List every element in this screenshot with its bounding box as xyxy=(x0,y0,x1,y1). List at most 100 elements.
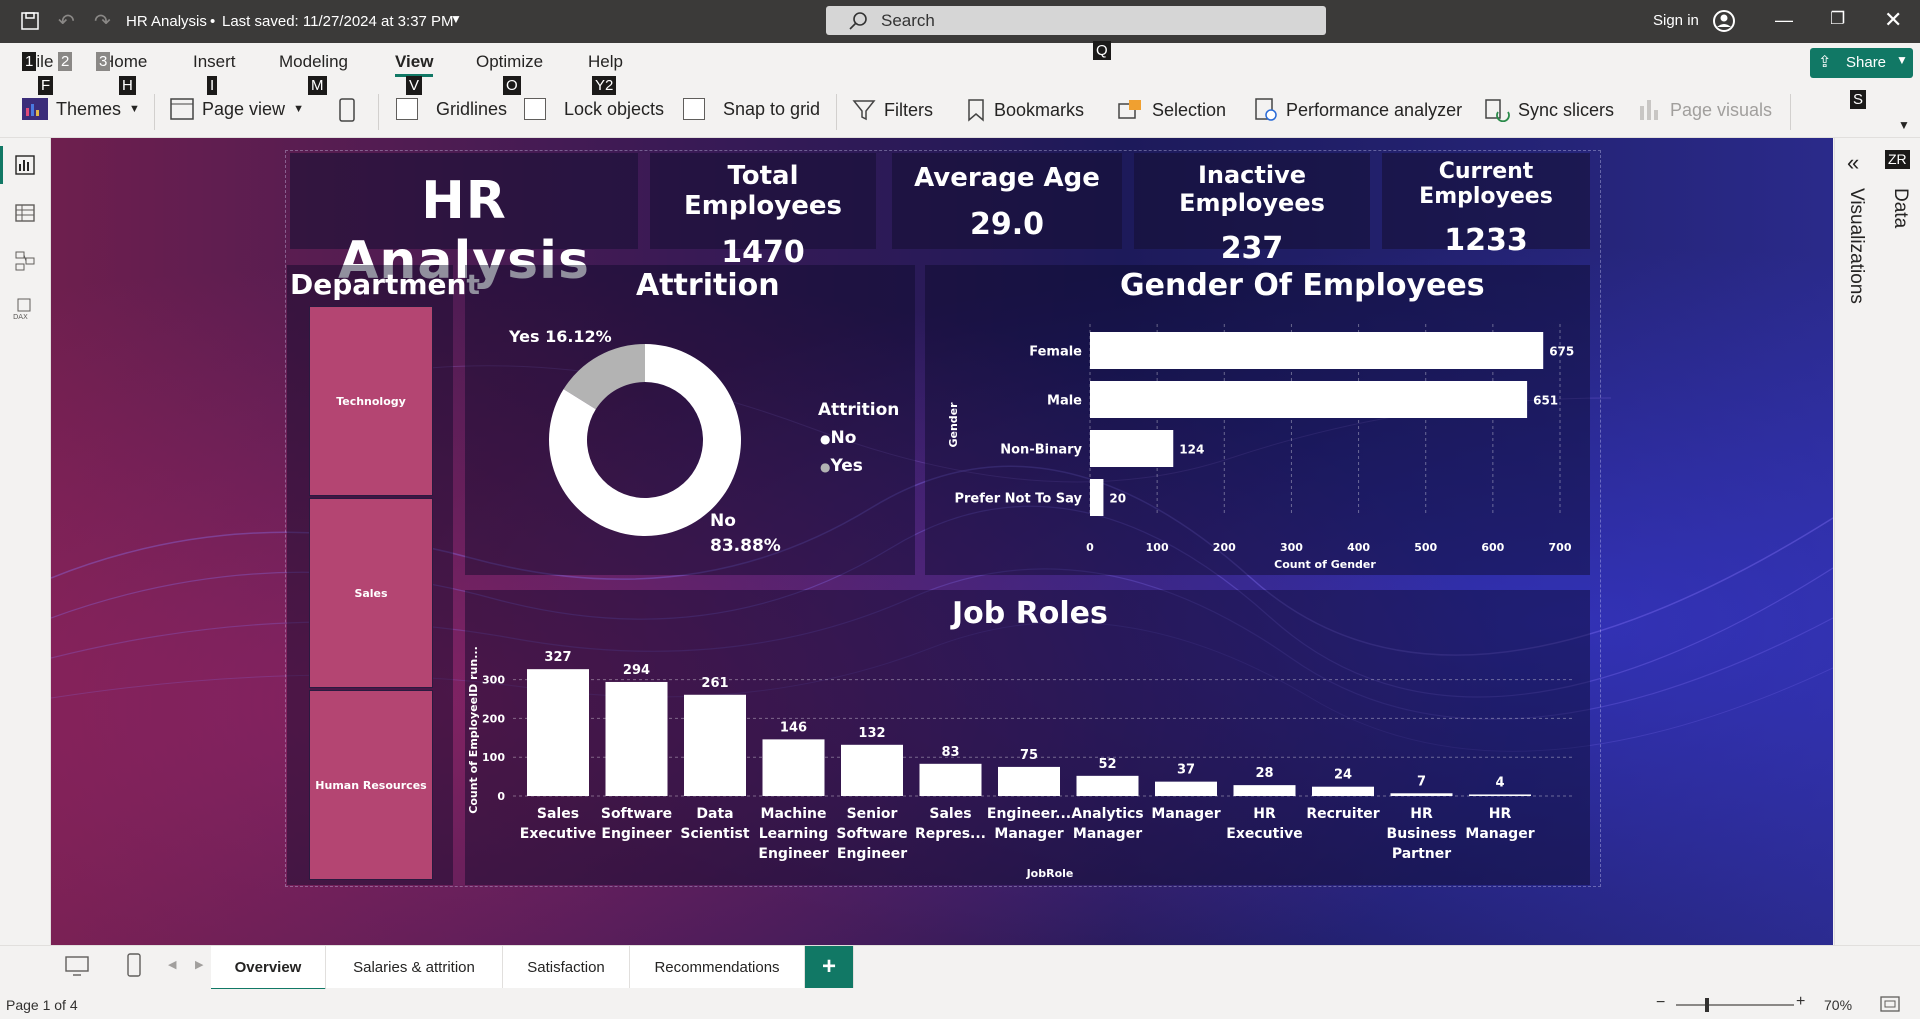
legend-label: Yes xyxy=(830,456,863,476)
category-label: Manager xyxy=(994,826,1063,842)
fit-to-page-icon[interactable] xyxy=(1880,995,1900,1013)
share-label: Share xyxy=(1846,54,1887,71)
mobile-layout-icon[interactable] xyxy=(126,953,142,979)
legend-item-no[interactable]: ●No xyxy=(820,428,856,448)
minimize-icon[interactable]: — xyxy=(1775,10,1793,30)
report-view-icon[interactable] xyxy=(14,154,36,176)
desktop-layout-icon[interactable] xyxy=(64,955,90,977)
ribbon-separator xyxy=(1790,94,1791,130)
kpi-card[interactable]: Total Employees 1470 xyxy=(650,153,876,270)
category-label: Sales xyxy=(537,806,579,822)
sync-slicers-label: Sync slicers xyxy=(1518,99,1615,120)
lock-objects-check[interactable] xyxy=(524,98,546,120)
search-box[interactable]: Search xyxy=(826,6,1326,35)
mobile-layout-button[interactable] xyxy=(338,98,356,122)
restore-icon[interactable]: ❐ xyxy=(1830,9,1846,28)
ribbon-collapse-icon[interactable]: ▼ xyxy=(1898,118,1910,132)
performance-analyzer-button[interactable]: Performance analyzer xyxy=(1254,98,1462,122)
category-label: Analytics xyxy=(1071,806,1143,822)
bar-job-role xyxy=(762,739,825,796)
chevron-down-icon[interactable]: ▼ xyxy=(450,12,462,26)
report-title-card: HR Analysis xyxy=(290,153,638,291)
page-tab-recommendations[interactable]: Recommendations xyxy=(630,946,805,988)
bar-job-role xyxy=(919,763,982,796)
zoom-slider-thumb[interactable] xyxy=(1705,998,1709,1012)
attrition-no-label: No xyxy=(710,511,736,531)
category-label: Female xyxy=(1029,345,1082,360)
zoom-slider-track[interactable] xyxy=(1676,1004,1794,1006)
attrition-title: Attrition xyxy=(636,268,780,303)
page-tab-salaries-attrition[interactable]: Salaries & attrition xyxy=(326,946,503,988)
tab-modeling[interactable]: Modeling xyxy=(279,52,348,71)
prev-page-icon[interactable]: ◀ xyxy=(168,959,177,971)
performance-analyzer-label: Performance analyzer xyxy=(1286,99,1463,120)
tab-home[interactable]: Home xyxy=(102,52,148,71)
tab-help[interactable]: Help xyxy=(588,52,623,71)
kpi-card[interactable]: Average Age 29.0 xyxy=(892,153,1122,249)
lock-objects-checkbox[interactable]: Lock objects xyxy=(524,98,664,120)
attrition-donut-chart[interactable] xyxy=(545,340,745,540)
department-sales[interactable]: Sales xyxy=(309,498,433,688)
keytip-o: O xyxy=(503,76,521,95)
next-page-icon[interactable]: ▶ xyxy=(195,959,204,971)
selection-button[interactable]: Selection xyxy=(1118,98,1226,122)
redo-icon[interactable]: ↷ xyxy=(94,11,111,33)
zoom-out-icon[interactable]: − xyxy=(1656,994,1666,1011)
data-label: 261 xyxy=(701,676,728,691)
data-label: 4 xyxy=(1495,775,1504,790)
tab-view[interactable]: View xyxy=(395,52,434,77)
table-view-icon[interactable] xyxy=(14,202,36,224)
bookmarks-button[interactable]: Bookmarks xyxy=(966,98,1084,122)
department-human-resources[interactable]: Human Resources xyxy=(309,690,433,880)
bar-job-role xyxy=(841,744,903,796)
data-label: 24 xyxy=(1334,768,1352,783)
add-page-button[interactable]: + xyxy=(805,946,854,988)
chevron-down-icon: ▼ xyxy=(129,103,140,115)
visualizations-pane-tab[interactable]: Visualizations xyxy=(1846,188,1867,304)
department-technology[interactable]: Technology xyxy=(309,306,433,496)
dax-query-view-icon[interactable]: DAX xyxy=(12,298,38,320)
share-button[interactable]: ⇪ Share ▼ xyxy=(1810,48,1913,78)
tab-optimize[interactable]: Optimize xyxy=(476,52,544,71)
x-tick-label: 100 xyxy=(1146,541,1169,554)
expand-panes-icon[interactable]: « xyxy=(1847,150,1860,175)
user-avatar-icon[interactable] xyxy=(1712,9,1736,33)
zoom-level: 70% xyxy=(1824,997,1853,1013)
tab-insert[interactable]: Insert xyxy=(193,52,236,71)
selection-icon xyxy=(1118,100,1141,119)
page-visuals-button[interactable]: Page visuals xyxy=(1638,98,1772,122)
data-label: 132 xyxy=(858,726,885,741)
kpi-value: 237 xyxy=(1220,231,1284,266)
model-view-icon[interactable] xyxy=(14,250,36,272)
gridlines-check[interactable] xyxy=(396,98,418,120)
themes-button[interactable]: Themes ▼ xyxy=(22,98,140,120)
page-tab-overview[interactable]: Overview xyxy=(211,946,326,991)
job-roles-bar-chart[interactable]: 0 100 200 300 327 Sales Executive 294 Software En… xyxy=(465,640,1590,890)
data-pane-tab[interactable]: Data xyxy=(1890,188,1911,229)
sync-slicers-button[interactable]: Sync slicers xyxy=(1484,98,1614,122)
x-tick-label: 600 xyxy=(1481,541,1504,554)
kpi-card[interactable]: Current Employees 1233 xyxy=(1382,153,1590,258)
snap-to-grid-checkbox[interactable]: Snap to grid xyxy=(683,98,820,120)
keytip-f: F xyxy=(38,76,54,95)
category-label: Engineer... xyxy=(987,806,1071,822)
x-tick-label: 700 xyxy=(1549,541,1572,554)
legend-item-yes[interactable]: ●Yes xyxy=(820,456,863,476)
page-view-button[interactable]: Page view ▼ xyxy=(170,98,304,120)
page-tab-satisfaction[interactable]: Satisfaction xyxy=(503,946,630,988)
filters-button[interactable]: Filters xyxy=(852,98,933,122)
save-icon[interactable] xyxy=(20,11,40,31)
sign-in-link[interactable]: Sign in xyxy=(1653,12,1699,29)
bar-job-role xyxy=(1469,794,1531,796)
y-axis-title: Gender xyxy=(947,402,960,448)
category-label: Sales xyxy=(929,806,971,822)
zoom-in-icon[interactable]: + xyxy=(1796,993,1806,1010)
job-roles-title: Job Roles xyxy=(952,596,1108,631)
kpi-card[interactable]: Inactive Employees 237 xyxy=(1134,153,1370,266)
undo-icon[interactable]: ↶ xyxy=(58,11,75,33)
snap-to-grid-check[interactable] xyxy=(683,98,705,120)
gridlines-checkbox[interactable]: Gridlines xyxy=(396,98,507,120)
saved-status: Last saved: 11/27/2024 at 3:37 PM xyxy=(222,13,454,30)
close-icon[interactable]: ✕ xyxy=(1884,7,1903,32)
gender-bar-chart[interactable]: 0 100 200 300 400 500 600 700 Female 675 Male 651 No… xyxy=(925,310,1590,575)
